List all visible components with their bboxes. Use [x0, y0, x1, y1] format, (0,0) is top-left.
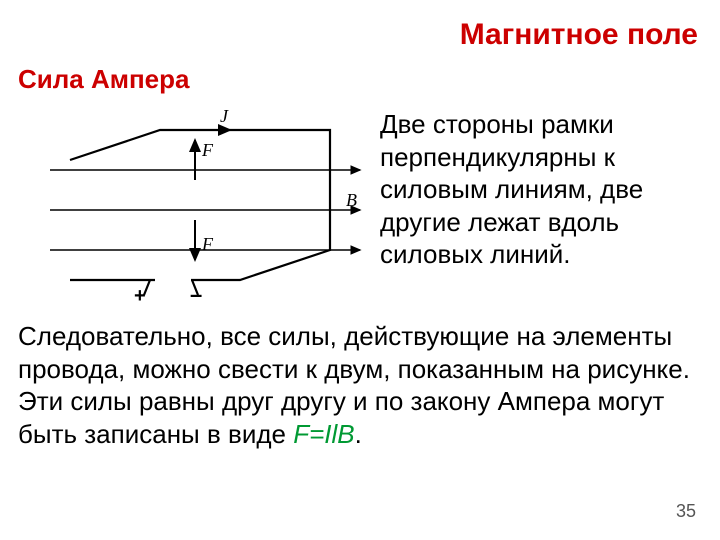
svg-text:–: – — [190, 282, 202, 307]
side-paragraph: Две стороны рамки перпендикулярны к сило… — [380, 108, 698, 271]
svg-text:F: F — [201, 234, 214, 254]
title-text: Магнитное поле — [460, 18, 698, 51]
body-post: . — [355, 419, 362, 449]
subtitle-text: Сила Ампера — [18, 64, 189, 94]
svg-text:B: B — [346, 190, 357, 210]
page-number: 35 — [676, 501, 696, 522]
side-text-content: Две стороны рамки перпендикулярны к сило… — [380, 108, 698, 271]
body-paragraph: Следовательно, все силы, действующие на … — [18, 320, 698, 450]
svg-text:J: J — [220, 106, 229, 126]
ampere-frame-diagram: FFJB+– — [20, 100, 370, 315]
formula: F=IlB — [293, 419, 354, 449]
body-text-content: Следовательно, все силы, действующие на … — [18, 320, 698, 450]
diagram-svg: FFJB+– — [20, 100, 370, 310]
svg-text:F: F — [201, 140, 214, 160]
section-subtitle: Сила Ампера — [18, 64, 189, 95]
page-title: Магнитное поле — [460, 18, 698, 52]
page-number-text: 35 — [676, 501, 696, 521]
svg-text:+: + — [134, 285, 146, 307]
